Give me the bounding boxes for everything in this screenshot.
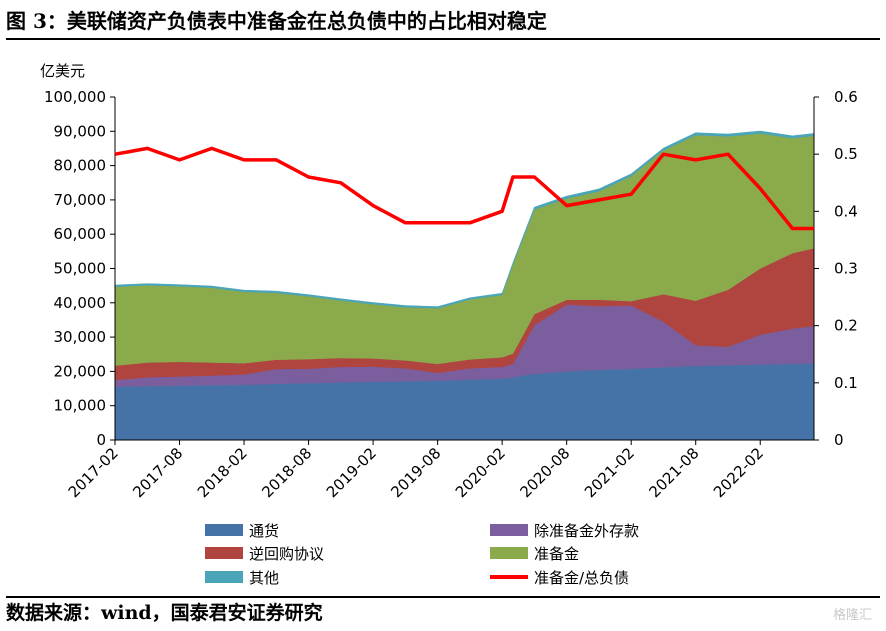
y-right-tick-label: 0.1 — [834, 374, 858, 392]
legend-swatch — [205, 571, 243, 583]
y-axis-left-ticks: 0 10,000 20,000 30,000 40,000 50,000 60,000 70,… — [44, 88, 115, 449]
legend-label: 通货 — [249, 522, 279, 540]
legend-swatch — [490, 547, 528, 559]
y-left-tick-label: 90,000 — [54, 122, 107, 140]
legend-label: 逆回购协议 — [249, 545, 324, 563]
y-left-tick-label: 70,000 — [54, 191, 107, 209]
y-right-tick-label: 0.5 — [834, 145, 858, 163]
legend-swatch — [490, 524, 528, 536]
y-left-tick-label: 100,000 — [44, 88, 106, 106]
ratio-line-layer — [114, 146, 814, 231]
y-left-tick-label: 20,000 — [54, 362, 107, 380]
y-axis-right-ticks: 0 0.1 0.2 0.3 0.4 0.5 0.6 — [814, 88, 858, 449]
x-tick-label: 2022-02 — [710, 444, 767, 501]
y-axis-label: 亿美元 — [40, 62, 85, 80]
x-tick-label: 2021-08 — [645, 444, 702, 501]
x-tick-label: 2019-08 — [387, 444, 444, 501]
x-tick-label: 2017-08 — [129, 444, 186, 501]
legend-swatch — [205, 547, 243, 559]
x-tick-label: 2018-08 — [258, 444, 315, 501]
legend-label: 除准备金外存款 — [534, 522, 639, 540]
x-axis-ticks: 2017-02 2017-08 2018-02 2018-08 2019-02 2019-… — [65, 440, 767, 501]
y-left-tick-label: 10,000 — [54, 397, 107, 415]
x-tick-label: 2018-02 — [194, 444, 251, 501]
y-right-tick-label: 0.3 — [834, 260, 858, 278]
source-note: 数据来源：wind，国泰君安证券研究 — [6, 596, 880, 628]
x-tick-label: 2020-08 — [516, 444, 573, 501]
y-left-tick-label: 30,000 — [54, 328, 107, 346]
legend-label: 准备金/总负债 — [534, 569, 629, 587]
stacked-areas — [114, 130, 815, 441]
y-left-tick-label: 60,000 — [54, 225, 107, 243]
x-tick-label: 2020-02 — [452, 444, 509, 501]
x-tick-label: 2019-02 — [323, 444, 380, 501]
legend-label: 准备金 — [534, 545, 579, 563]
y-right-tick-label: 0 — [834, 431, 844, 449]
legend-swatch — [205, 524, 243, 536]
watermark: 格隆汇 — [832, 608, 872, 623]
y-left-tick-label: 80,000 — [54, 157, 107, 175]
x-tick-label: 2021-02 — [581, 444, 638, 501]
figure-title: 图 3：美联储资产负债表中准备金在总负债中的占比相对稳定 — [6, 4, 880, 40]
ratio-line — [114, 146, 814, 231]
x-tick-label: 2017-02 — [65, 444, 122, 501]
y-right-tick-label: 0.2 — [834, 317, 858, 335]
y-left-tick-label: 50,000 — [54, 260, 107, 278]
y-right-tick-label: 0.4 — [834, 202, 858, 220]
y-left-tick-label: 40,000 — [54, 294, 107, 312]
y-right-tick-label: 0.6 — [834, 88, 858, 106]
y-left-tick-label: 0 — [96, 431, 106, 449]
legend-label: 其他 — [249, 569, 279, 587]
